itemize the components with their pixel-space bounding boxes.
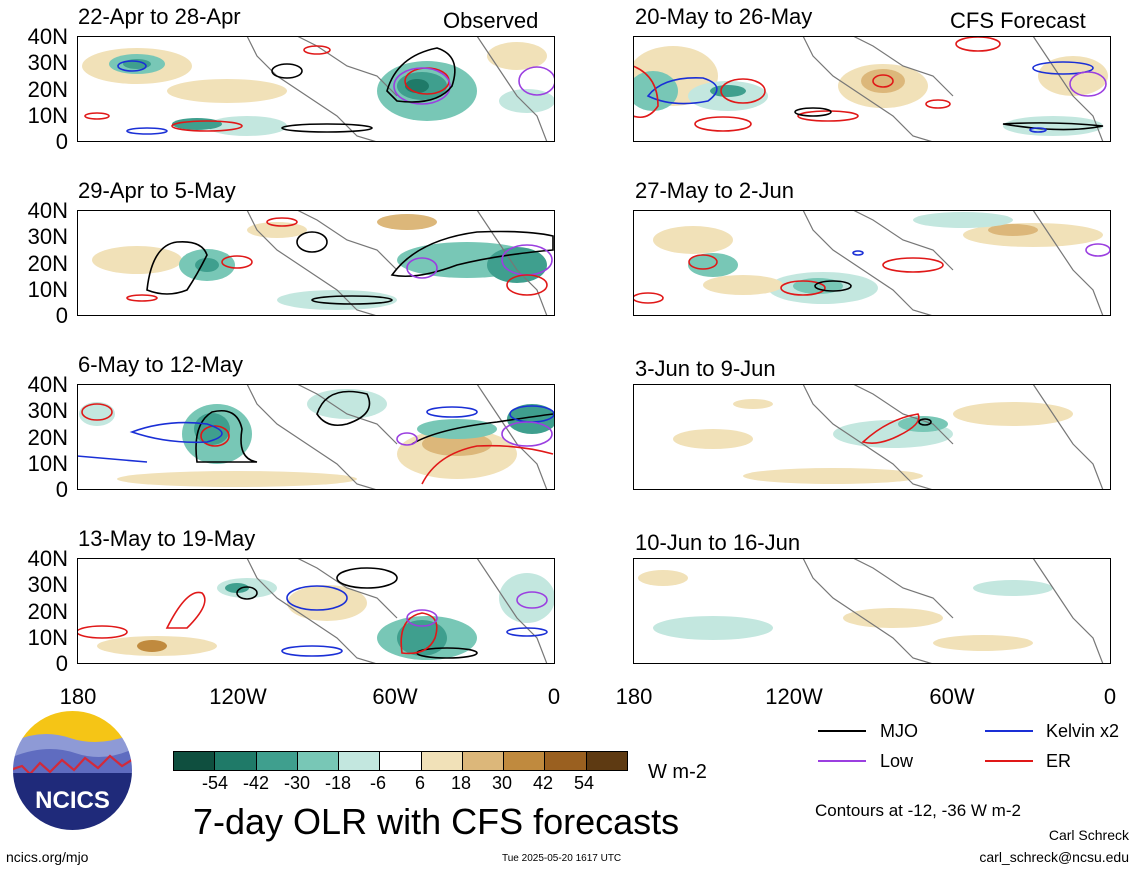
main-title: 7-day OLR with CFS forecasts xyxy=(193,801,680,842)
colorbar-tick-label: 6 xyxy=(414,773,425,793)
y-tick-label: 0 xyxy=(55,477,68,502)
colorbar-swatch xyxy=(420,752,462,770)
footer-timestamp: Tue 2025-05-20 1617 UTC xyxy=(502,853,622,864)
y-tick-label: 0 xyxy=(55,129,68,154)
y-tick-label: 20N xyxy=(27,77,68,102)
map-panel-8 xyxy=(633,558,1111,664)
map-panel-2 xyxy=(77,210,555,316)
colorbar-swatch xyxy=(338,752,380,770)
panel-title-7: 3-Jun to 9-Jun xyxy=(635,356,776,381)
footer-author: Carl Schreck xyxy=(1048,827,1129,843)
y-tick-label: 30N xyxy=(27,398,68,423)
y-tick-label: 30N xyxy=(27,224,68,249)
map-panel-1 xyxy=(77,36,555,142)
x-tick-label: 180 xyxy=(615,684,653,709)
colorbar-swatch xyxy=(544,752,586,770)
colorbar-tick-label: 18 xyxy=(450,773,472,793)
colorbar-swatch xyxy=(461,752,504,770)
colorbar-swatch xyxy=(296,752,339,770)
x-tick-label: 60W xyxy=(372,684,418,709)
y-tick-label: 40N xyxy=(27,24,68,49)
map-panel-5 xyxy=(633,36,1111,142)
colorbar-swatch xyxy=(585,752,627,770)
y-tick-label: 40N xyxy=(27,372,68,397)
y-tick-label: 20N xyxy=(27,599,68,624)
y-tick-label: 10N xyxy=(27,277,68,302)
x-tick-label: 60W xyxy=(929,684,975,709)
y-tick-label: 30N xyxy=(27,572,68,597)
colorbar-tick-label: -30 xyxy=(283,773,310,793)
x-tick-label: 120W xyxy=(209,684,267,709)
colorbar-tick-label: -18 xyxy=(324,773,351,793)
panel-title-3: 6-May to 12-May xyxy=(78,352,244,377)
colorbar-tick-label: -6 xyxy=(369,773,386,793)
y-tick-label: 0 xyxy=(55,651,68,676)
x-tick-label: 120W xyxy=(765,684,823,709)
y-tick-label: 10N xyxy=(27,451,68,476)
panel-title-8: 10-Jun to 16-Jun xyxy=(635,530,801,555)
x-tick-label: 0 xyxy=(1103,684,1117,709)
contour-note: Contours at -12, -36 W m-2 xyxy=(815,801,1021,820)
panel-title-5: 20-May to 26-May xyxy=(635,4,813,29)
y-tick-label: 20N xyxy=(27,425,68,450)
colorbar-swatch xyxy=(379,752,421,770)
x-tick-label: 0 xyxy=(547,684,561,709)
y-tick-label: 10N xyxy=(27,625,68,650)
legend-label-er: ER xyxy=(1046,751,1072,771)
x-tick-label: 180 xyxy=(59,684,97,709)
panel-title-4: 13-May to 19-May xyxy=(78,526,256,551)
observed-label: Observed xyxy=(443,8,539,33)
colorbar-tick-label: -54 xyxy=(201,773,228,793)
legend-label-kelvin: Kelvin x2 xyxy=(1046,721,1120,741)
forecast-label: CFS Forecast xyxy=(950,8,1086,33)
colorbar-tick-label: 42 xyxy=(532,773,554,793)
legend-label-low: Low xyxy=(880,751,914,771)
map-panel-7 xyxy=(633,384,1111,490)
legend-line-kelvin xyxy=(985,730,1033,732)
footer-email: carl_schreck@ncsu.edu xyxy=(979,849,1129,865)
legend-label-mjo: MJO xyxy=(880,721,918,741)
y-tick-label: 20N xyxy=(27,251,68,276)
ncics-logo: NCICS xyxy=(12,710,133,831)
map-panel-3 xyxy=(77,384,555,490)
legend-line-low xyxy=(818,760,866,762)
colorbar-unit: W m-2 xyxy=(648,761,707,783)
colorbar-tick-label: 30 xyxy=(491,773,513,793)
colorbar xyxy=(173,751,628,771)
y-tick-label: 30N xyxy=(27,50,68,75)
y-tick-label: 40N xyxy=(27,546,68,571)
legend-line-mjo xyxy=(818,730,866,732)
colorbar-swatches xyxy=(173,751,628,771)
logo-text: NCICS xyxy=(35,787,110,814)
panel-title-6: 27-May to 2-Jun xyxy=(635,178,794,203)
legend-line-er xyxy=(985,760,1033,762)
colorbar-swatch xyxy=(214,752,256,770)
map-panel-6 xyxy=(633,210,1111,316)
map-panel-4 xyxy=(77,558,555,664)
panel-title-2: 29-Apr to 5-May xyxy=(78,178,236,203)
panel-title-1: 22-Apr to 28-Apr xyxy=(78,4,241,29)
colorbar-tick-label: -42 xyxy=(242,773,269,793)
colorbar-swatch xyxy=(174,752,215,770)
y-tick-label: 10N xyxy=(27,103,68,128)
colorbar-swatch xyxy=(255,752,297,770)
footer-url: ncics.org/mjo xyxy=(6,849,89,865)
colorbar-tick-label: 54 xyxy=(573,773,595,793)
y-tick-label: 40N xyxy=(27,198,68,223)
colorbar-swatch xyxy=(503,752,545,770)
y-tick-label: 0 xyxy=(55,303,68,328)
